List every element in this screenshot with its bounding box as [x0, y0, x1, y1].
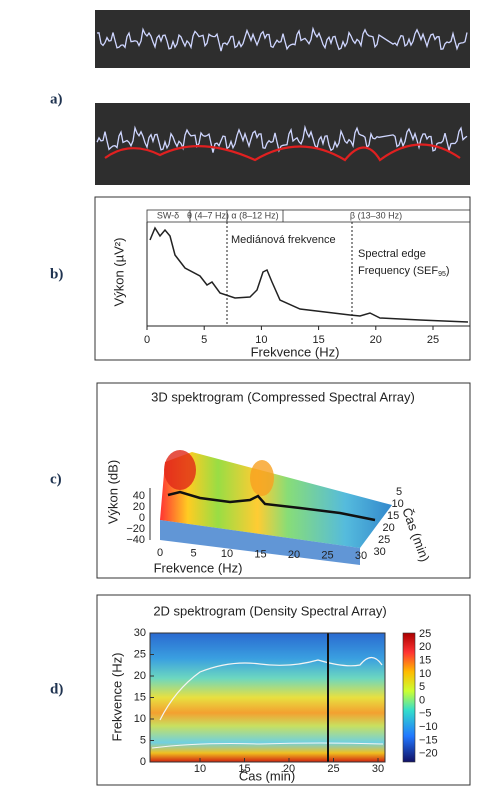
- eeg-trace: [96, 124, 468, 153]
- colorbar-tick-label: −15: [419, 734, 438, 746]
- colorbar-tick-label: −5: [419, 708, 432, 720]
- x-tick-label: 10: [255, 334, 267, 346]
- y-label: Frekvence (Hz): [109, 653, 124, 742]
- eeg-strip: [95, 103, 470, 185]
- annotation: Frequency (SEF95): [358, 265, 450, 278]
- sef-trace: [159, 656, 383, 721]
- x-tick-label: 30: [355, 550, 367, 562]
- panel-label: b): [50, 266, 63, 282]
- spectrum: [149, 226, 469, 323]
- colorbar-tick-label: −20: [419, 748, 438, 760]
- eeg-trace: [96, 26, 468, 52]
- panel-label: a): [50, 91, 63, 107]
- x-tick-label: 15: [238, 763, 250, 775]
- y-tick-label: 15: [134, 691, 146, 703]
- x-label: Čas (min): [239, 768, 295, 783]
- t-tick-label: 10: [392, 498, 404, 510]
- y-tick-label: 10: [134, 713, 146, 725]
- annotation: 95: [438, 271, 446, 278]
- band-label: θ (4–7 Hz): [187, 210, 229, 220]
- band-label: α (8–12 Hz): [231, 210, 278, 220]
- panel-title: 3D spektrogram (Compressed Spectral Arra…: [151, 389, 415, 404]
- y-tick-label: 0: [140, 756, 146, 768]
- t-tick-label: 20: [383, 522, 395, 534]
- panel-frame: [94, 196, 471, 361]
- z-label: Výkon (dB): [105, 460, 120, 524]
- z-tick-label: −40: [126, 534, 145, 546]
- z-tick-label: 0: [139, 512, 145, 524]
- band-row: [146, 209, 471, 223]
- colorbar-tick-label: 10: [419, 668, 431, 680]
- y-tick-label: 5: [140, 734, 146, 746]
- x-tick-label: 10: [194, 763, 206, 775]
- x-tick-label: 5: [190, 547, 196, 559]
- y-tick-label: 20: [134, 670, 146, 682]
- x-tick-label: 0: [157, 547, 163, 559]
- surface-side: [160, 520, 360, 565]
- x-tick-label: 20: [288, 549, 300, 561]
- t-tick-label: 30: [374, 546, 386, 558]
- surface-peak: [164, 450, 196, 490]
- eeg-strip: [95, 10, 470, 68]
- colorbar-tick-label: 25: [419, 628, 431, 640]
- annotation: Spectral edge: [358, 248, 426, 260]
- band-label: β (13–30 Hz): [350, 210, 402, 220]
- colorbar-tick-label: −10: [419, 721, 438, 733]
- x-tick-label: 25: [327, 763, 339, 775]
- colorbar-tick-label: 5: [419, 681, 425, 693]
- panel-title: 2D spektrogram (Density Spectral Array): [153, 603, 386, 618]
- x-label: Frekvence (Hz): [251, 344, 340, 359]
- surface-peak: [250, 460, 274, 496]
- t-tick-label: 25: [378, 534, 390, 546]
- z-tick-label: 40: [133, 490, 145, 502]
- t-tick-label: 5: [396, 486, 402, 498]
- surface: [160, 452, 392, 548]
- median-trace: [151, 742, 384, 749]
- colorbar-tick-label: 0: [419, 694, 425, 706]
- envelope: [104, 143, 461, 162]
- annotation: Mediánová frekvence: [231, 234, 336, 246]
- x-tick-label: 0: [144, 334, 150, 346]
- x-tick-label: 25: [321, 549, 333, 561]
- x-tick-label: 10: [221, 548, 233, 560]
- panel-label: d): [50, 681, 63, 697]
- t-tick-label: 15: [387, 510, 399, 522]
- colorbar: [402, 632, 416, 763]
- panel-label: c): [50, 471, 62, 487]
- x-tick-label: 5: [201, 334, 207, 346]
- colorbar-tick-label: 15: [419, 655, 431, 667]
- x-tick-label: 15: [312, 334, 324, 346]
- colorbar-tick-label: 20: [419, 641, 431, 653]
- x-label: Frekvence (Hz): [154, 560, 243, 575]
- annotation: ): [446, 265, 450, 277]
- x-tick-label: 20: [370, 334, 382, 346]
- x-tick-label: 20: [283, 763, 295, 775]
- spectrogram: [150, 633, 385, 762]
- z-tick-label: −20: [126, 523, 145, 535]
- band-label: SW-δ: [157, 210, 179, 220]
- annotation: Frequency (SEF: [358, 265, 438, 277]
- x-tick-label: 15: [254, 548, 266, 560]
- median-trace: [167, 490, 376, 522]
- y-tick-label: 30: [134, 627, 146, 639]
- x-tick-label: 25: [427, 334, 439, 346]
- x-tick-label: 30: [372, 763, 384, 775]
- z-tick-label: 20: [133, 501, 145, 513]
- y-tick-label: 25: [134, 648, 146, 660]
- y-label: Výkon (µV²): [111, 238, 126, 307]
